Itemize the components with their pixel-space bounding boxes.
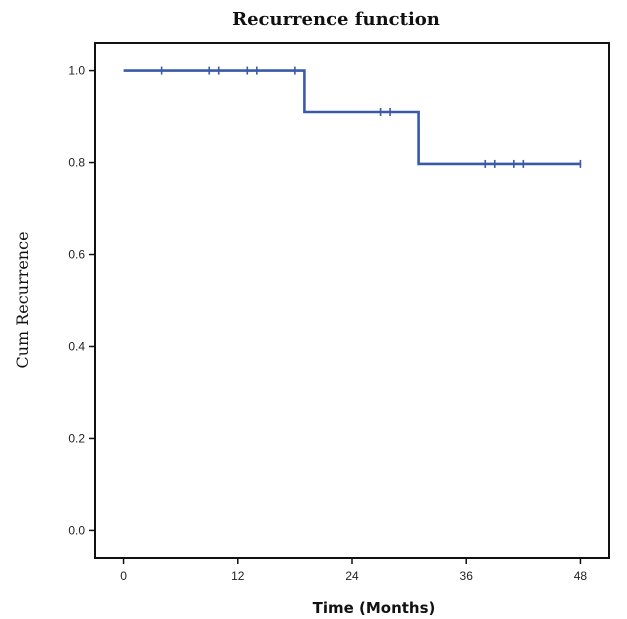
x-tick-label: 0	[120, 569, 127, 583]
y-tick-label: 0.6	[68, 248, 85, 262]
y-tick-label: 0.2	[68, 431, 85, 445]
x-tick-label: 24	[345, 569, 359, 583]
y-axis: 0.0 0.2 0.4 0.6 0.8 1.0	[68, 64, 95, 537]
y-tick-label: 1.0	[68, 64, 85, 78]
x-axis: 0 12 24 36 48	[120, 558, 587, 583]
recurrence-step-line	[123, 69, 581, 166]
recurrence-series	[123, 66, 582, 168]
y-axis-label: Cum Recurrence	[13, 231, 32, 368]
x-tick-label: 48	[574, 569, 588, 583]
y-tick-label: 0.4	[68, 339, 85, 353]
x-tick-label: 36	[460, 569, 474, 583]
plot-frame	[94, 42, 610, 559]
x-tick-label: 12	[231, 569, 245, 583]
y-tick-label: 0.0	[68, 523, 85, 537]
y-tick-label: 0.8	[68, 156, 85, 170]
chart-title: Recurrence function	[232, 9, 440, 30]
x-axis-label: Time (Months)	[313, 599, 436, 617]
